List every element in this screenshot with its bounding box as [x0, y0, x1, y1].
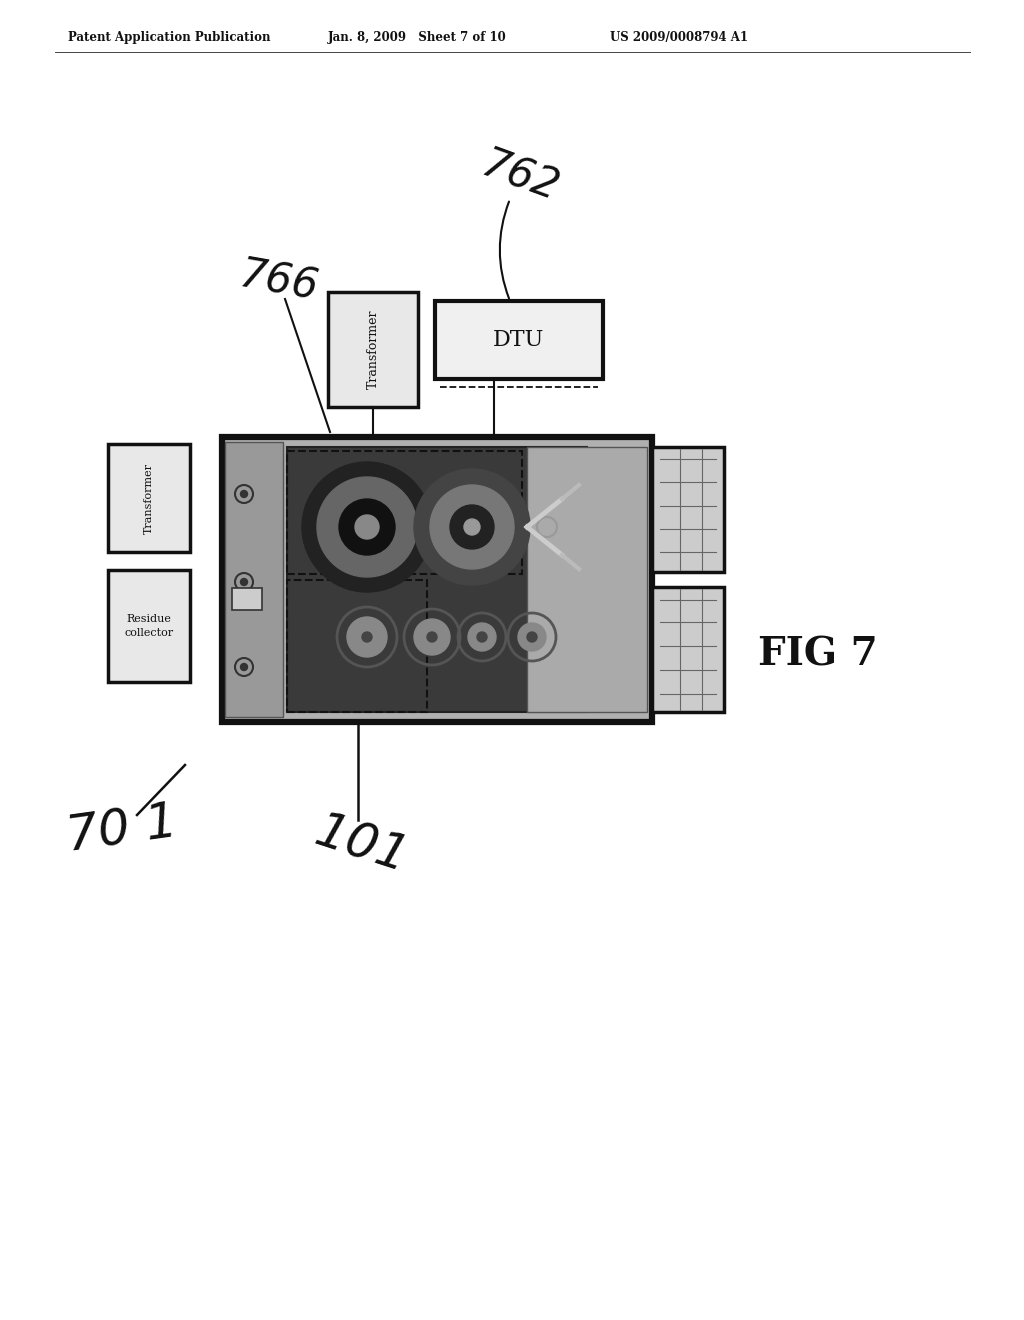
Circle shape — [464, 519, 480, 535]
Circle shape — [362, 632, 372, 642]
Bar — [652, 587, 724, 711]
Circle shape — [241, 664, 248, 671]
Text: 762: 762 — [475, 144, 564, 210]
Text: Jan. 8, 2009   Sheet 7 of 10: Jan. 8, 2009 Sheet 7 of 10 — [328, 30, 507, 44]
Text: Transformer: Transformer — [144, 462, 154, 533]
Text: DTU: DTU — [494, 329, 545, 351]
Circle shape — [317, 477, 417, 577]
Text: US 2009/0008794 A1: US 2009/0008794 A1 — [610, 30, 748, 44]
Text: Patent Application Publication: Patent Application Publication — [68, 30, 270, 44]
Bar — [287, 451, 522, 574]
Text: 766: 766 — [236, 255, 321, 310]
Circle shape — [450, 506, 494, 549]
Circle shape — [527, 632, 537, 642]
Circle shape — [414, 469, 530, 585]
Circle shape — [241, 491, 248, 498]
Circle shape — [339, 499, 395, 554]
Circle shape — [518, 623, 546, 651]
Bar — [108, 444, 190, 552]
Bar — [328, 292, 418, 407]
Circle shape — [468, 623, 496, 651]
Bar — [232, 587, 262, 610]
Circle shape — [430, 484, 514, 569]
Circle shape — [355, 515, 379, 539]
Text: 70 1: 70 1 — [63, 799, 180, 862]
Bar — [287, 579, 427, 711]
Circle shape — [347, 616, 387, 657]
Bar — [287, 447, 587, 711]
Text: 101: 101 — [309, 808, 415, 883]
Bar — [108, 570, 190, 682]
Circle shape — [427, 632, 437, 642]
Text: FIG 7: FIG 7 — [758, 635, 878, 673]
Bar — [527, 447, 647, 711]
Text: Transformer: Transformer — [367, 310, 380, 389]
Bar — [652, 447, 724, 572]
Bar — [435, 301, 603, 379]
Circle shape — [414, 619, 450, 655]
Circle shape — [302, 462, 432, 591]
Bar — [222, 437, 652, 722]
Circle shape — [477, 632, 487, 642]
Bar — [225, 442, 283, 717]
Text: Residue
collector: Residue collector — [125, 614, 173, 638]
Circle shape — [241, 578, 248, 586]
